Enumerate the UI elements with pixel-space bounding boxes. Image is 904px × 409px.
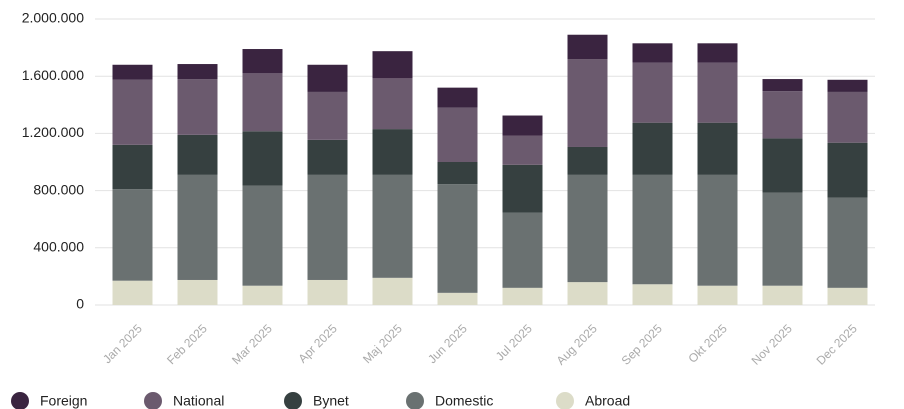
bar-segment [567, 34, 608, 60]
bar-segment [307, 174, 348, 280]
bar-segment [372, 129, 413, 175]
legend-label: National [173, 393, 224, 409]
legend-label: Bynet [313, 393, 349, 409]
y-tick-label: 0 [76, 296, 84, 312]
bar-segment [112, 64, 153, 80]
x-tick-label: Maj 2025 [360, 321, 405, 366]
x-tick-label: Apr 2025 [296, 321, 341, 366]
x-tick-label: Dec 2025 [814, 321, 860, 367]
bar-segment [762, 79, 803, 92]
bar-segment [177, 79, 218, 135]
bar-segment [307, 139, 348, 175]
x-tick-label: Mar 2025 [229, 321, 275, 367]
x-tick-label: Okt 2025 [686, 321, 731, 366]
bar-segment [372, 174, 413, 278]
legend-swatch [284, 392, 302, 409]
bar-segment [502, 212, 543, 288]
bar-segment [112, 79, 153, 145]
bar-segment [242, 49, 283, 74]
bar-segment [827, 79, 868, 92]
x-tick-label: Jul 2025 [493, 321, 535, 363]
bar-segment [307, 64, 348, 92]
bar-segment [762, 285, 803, 305]
bar-segment [437, 107, 478, 162]
bar-segment [697, 174, 738, 286]
x-tick-label: Jan 2025 [100, 321, 145, 366]
bar-segment [112, 144, 153, 190]
legend-swatch [144, 392, 162, 409]
bar-segment [242, 73, 283, 132]
bar-segment [112, 189, 153, 281]
bar-segment [567, 146, 608, 175]
bar-segment [697, 285, 738, 305]
bar-segment [177, 64, 218, 80]
legend-label: Foreign [40, 393, 87, 409]
bar-segment [242, 285, 283, 305]
bar-segment [437, 87, 478, 108]
bar-segment [177, 279, 218, 305]
bar-segment [437, 184, 478, 293]
bar-segment [242, 185, 283, 286]
bar-segment [502, 135, 543, 165]
bar-segment [307, 279, 348, 305]
bar-segment [762, 91, 803, 139]
bar-segment [697, 62, 738, 123]
bar-segment [502, 287, 543, 305]
legend-label: Abroad [585, 393, 630, 409]
legend-swatch [406, 392, 424, 409]
y-tick-label: 2.000.000 [22, 10, 84, 26]
bar-segment [372, 51, 413, 79]
bar-segment [697, 43, 738, 63]
bar-segment [632, 43, 673, 63]
x-tick-label: Aug 2025 [554, 321, 600, 367]
bar-segment [502, 164, 543, 213]
bar-segment [242, 131, 283, 186]
legend-swatch [556, 392, 574, 409]
bar-segment [502, 115, 543, 136]
bar-segment [437, 292, 478, 305]
bar-segment [827, 197, 868, 288]
bar-segment [567, 174, 608, 283]
bar-segment [762, 138, 803, 193]
bar-segment [632, 122, 673, 175]
x-tick-label: Jun 2025 [425, 321, 470, 366]
y-tick-label: 800.000 [33, 181, 84, 197]
y-tick-label: 1.200.000 [22, 124, 84, 140]
bar-segment [372, 78, 413, 130]
x-tick-label: Sep 2025 [619, 321, 665, 367]
bar-segment [827, 142, 868, 198]
bar-segment [177, 174, 218, 280]
bar-segment [567, 282, 608, 305]
bar-segment [632, 284, 673, 305]
bar-segment [372, 277, 413, 305]
bar-segment [567, 59, 608, 147]
legend-label: Domestic [435, 393, 493, 409]
bar-segment [827, 91, 868, 143]
bar-segment [632, 174, 673, 285]
x-tick-label: Nov 2025 [749, 321, 795, 367]
bar-segment [762, 192, 803, 286]
legend-swatch [11, 392, 29, 409]
bar-segment [437, 162, 478, 185]
bar-segment [177, 134, 218, 175]
y-tick-label: 1.600.000 [22, 67, 84, 83]
y-tick-label: 400.000 [33, 239, 84, 255]
bar-segment [632, 62, 673, 123]
x-tick-label: Feb 2025 [164, 321, 210, 367]
bar-segment [827, 287, 868, 305]
bar-segment [307, 91, 348, 140]
bar-segment [112, 280, 153, 305]
bar-segment [697, 122, 738, 175]
